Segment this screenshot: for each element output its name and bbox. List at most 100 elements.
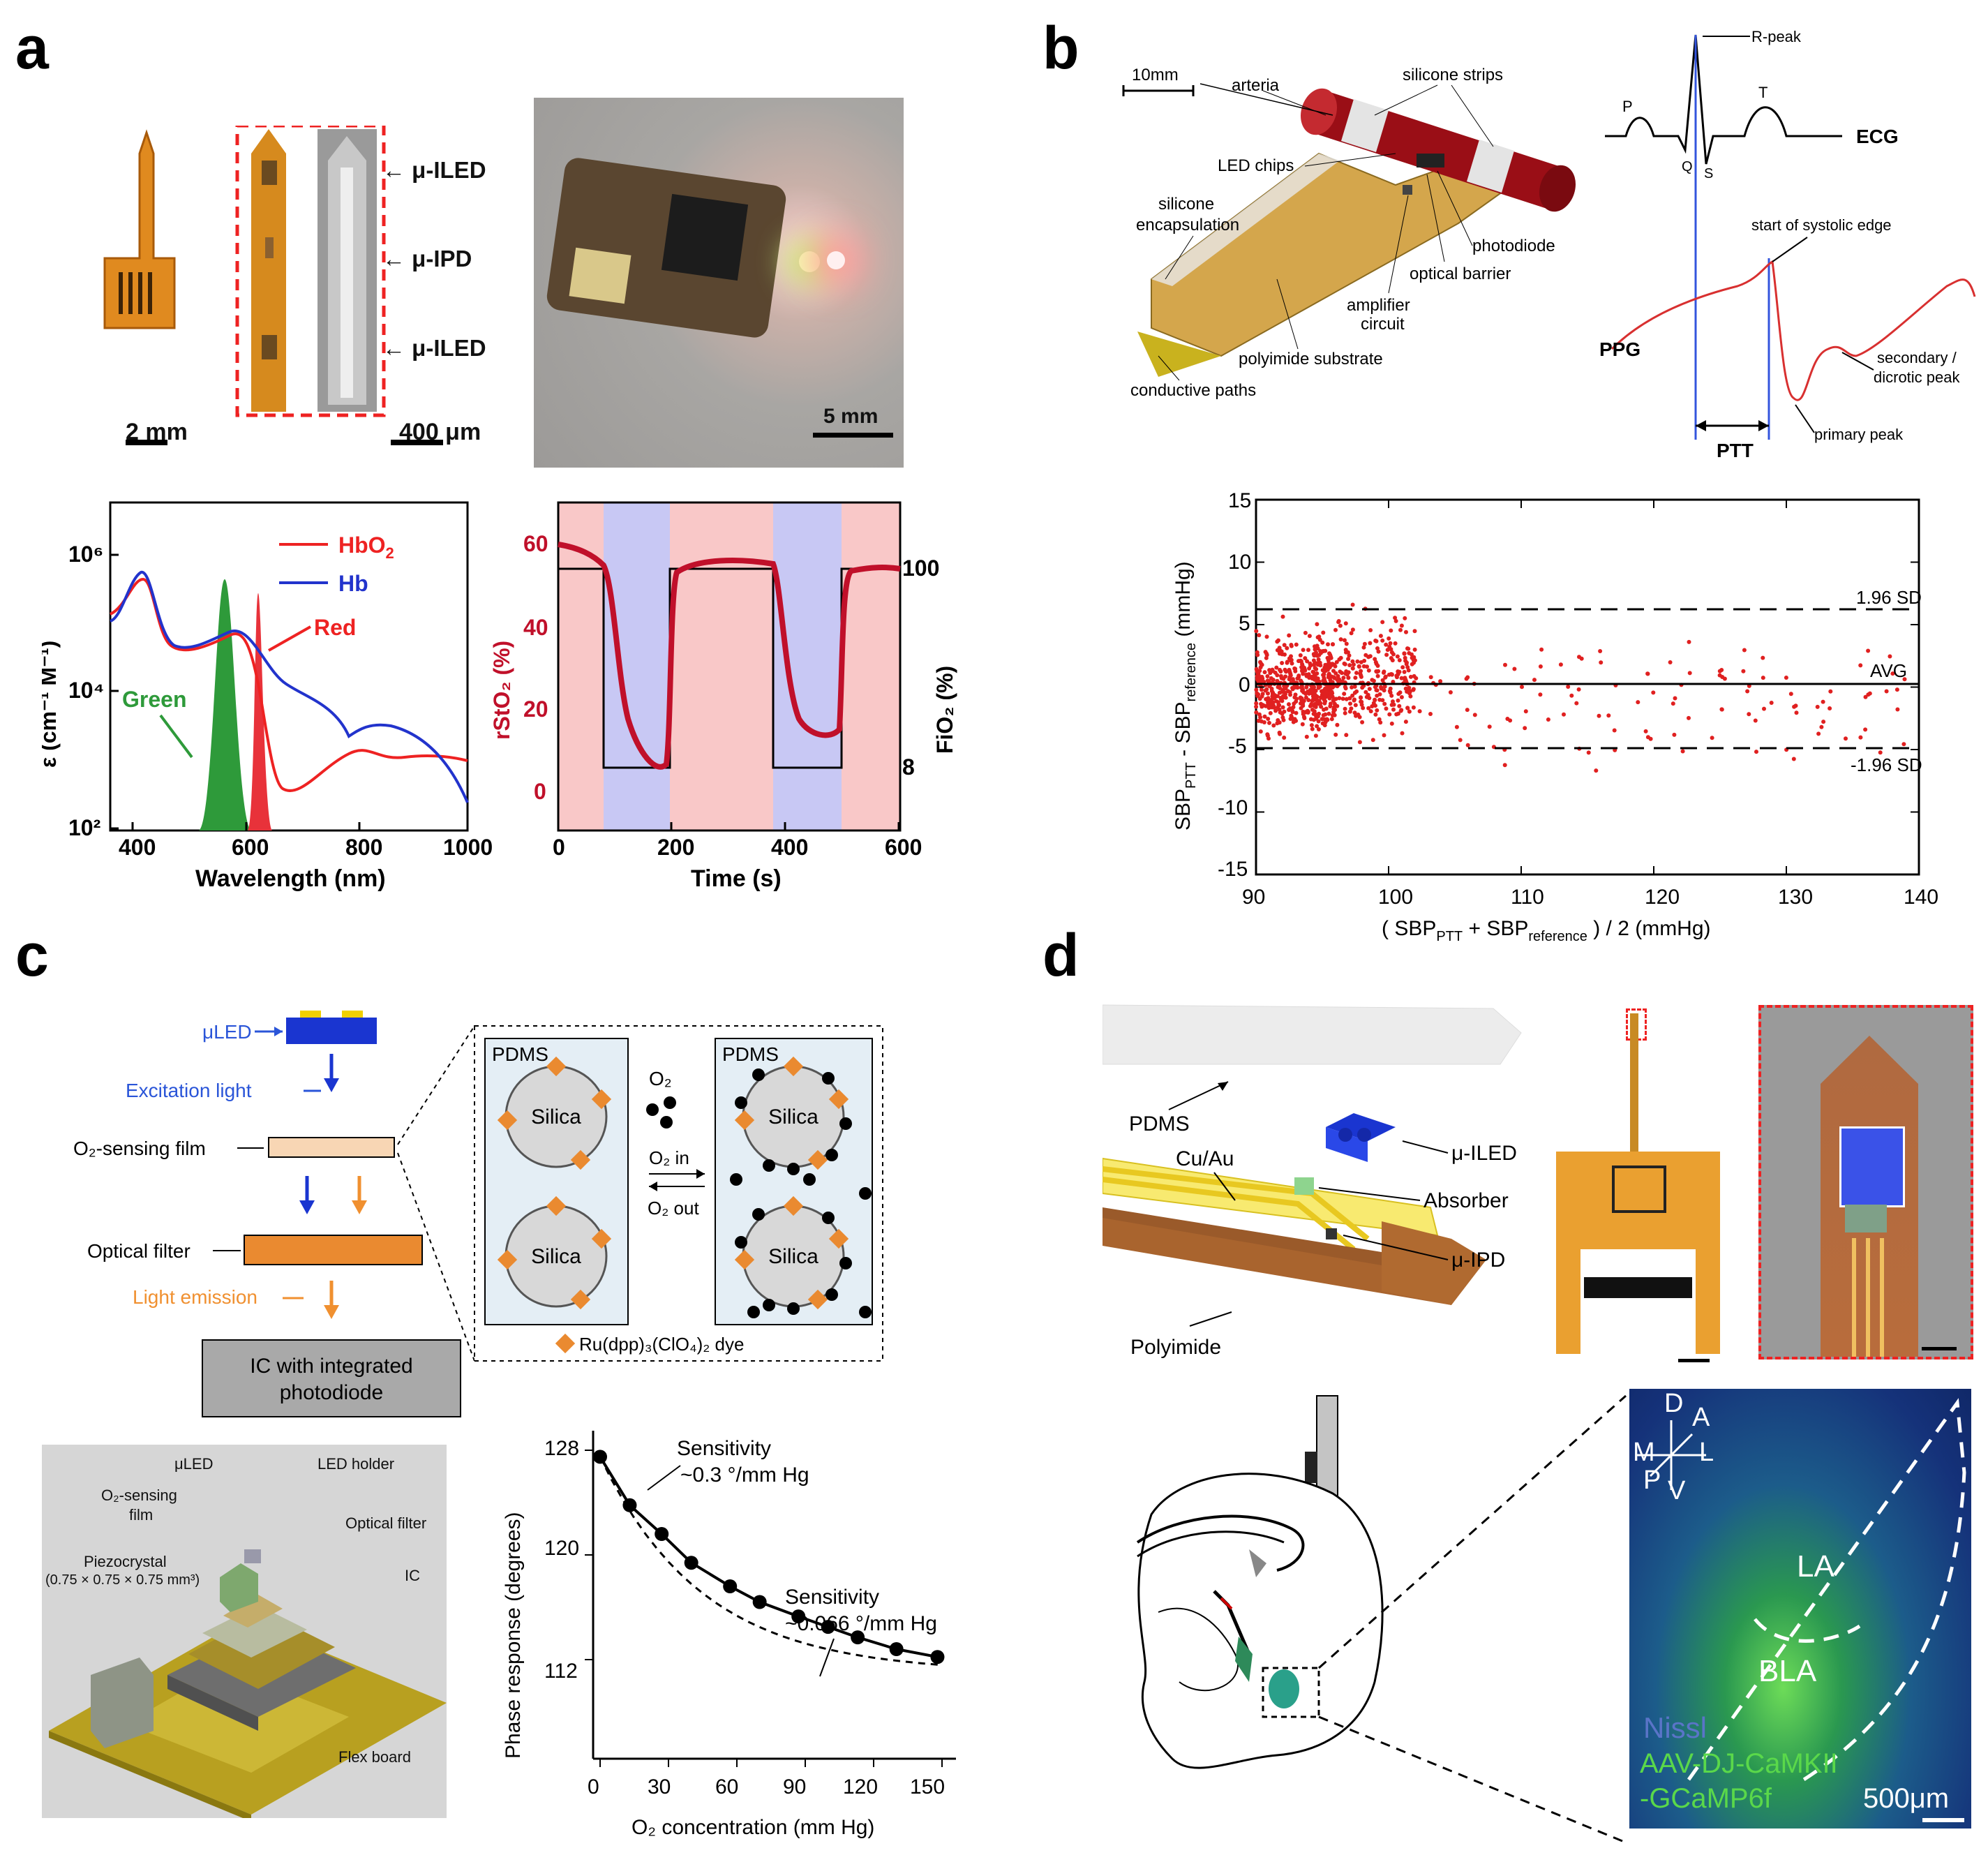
panel-label-a: a — [15, 15, 49, 82]
svg-text:0: 0 — [1239, 673, 1250, 697]
target-region — [1269, 1669, 1299, 1708]
ba-point — [1290, 708, 1295, 713]
ba-point — [1347, 696, 1352, 701]
ba-point — [1754, 750, 1758, 754]
ba-point — [1753, 718, 1758, 723]
dye-marker — [591, 1228, 612, 1249]
ba-point — [1258, 665, 1263, 670]
ba-point — [1348, 701, 1352, 706]
ba-point — [1280, 711, 1285, 716]
ic-photodiode — [202, 1339, 461, 1417]
svg-text:40: 40 — [523, 615, 548, 640]
ba-point — [1381, 670, 1386, 675]
ba-point — [1337, 677, 1342, 682]
ba-point — [1287, 690, 1292, 694]
ba-point — [1866, 692, 1871, 697]
ba-point — [1403, 658, 1408, 663]
ba-point — [1404, 630, 1408, 634]
o2-molecule — [825, 1288, 838, 1301]
ba-point — [1311, 670, 1316, 675]
ba-point — [1331, 642, 1335, 647]
svg-text:Green: Green — [122, 687, 186, 712]
ba-point — [1408, 674, 1413, 679]
ba-point — [1403, 676, 1407, 680]
ba-point — [1335, 722, 1340, 727]
ba-point — [1275, 721, 1280, 726]
silica-label: Silica — [768, 1105, 819, 1129]
ba-point — [1408, 694, 1413, 699]
ba-point — [1301, 709, 1306, 714]
ba-point — [1318, 695, 1323, 700]
ba-point — [1347, 709, 1352, 714]
ba-point — [1317, 634, 1322, 639]
phase-point — [791, 1609, 806, 1624]
ba-point — [1361, 706, 1366, 710]
dye-marker — [783, 1196, 804, 1216]
ba-point — [1380, 620, 1385, 625]
ba-point — [1287, 667, 1292, 672]
ba-point — [1280, 614, 1285, 619]
dye-marker — [807, 1149, 828, 1170]
ba-point — [1317, 684, 1322, 689]
ba-point — [1323, 664, 1328, 669]
svg-text:100: 100 — [1378, 886, 1413, 909]
ba-point — [1333, 732, 1338, 737]
ba-point — [1438, 679, 1443, 684]
svg-text:10mm: 10mm — [1132, 66, 1179, 84]
ba-point — [1329, 717, 1334, 722]
ba-point — [1397, 658, 1402, 662]
ba-point — [1352, 710, 1357, 715]
ba-point — [1363, 653, 1368, 657]
ba-point — [1309, 723, 1314, 728]
ba-point — [1387, 672, 1391, 677]
silica-label: Silica — [531, 1245, 581, 1268]
ba-point — [1393, 618, 1398, 623]
ba-point — [1344, 733, 1349, 738]
ba-point — [1399, 623, 1404, 628]
ba-point — [1328, 704, 1333, 708]
ba-point — [1282, 736, 1287, 740]
ba-point — [1368, 641, 1373, 646]
ba-point — [1340, 679, 1345, 683]
piezocrystal-block — [91, 1658, 154, 1748]
ba-point — [1295, 676, 1300, 681]
ba-point — [1761, 676, 1765, 680]
ba-point — [1373, 685, 1377, 690]
svg-text:10⁴: 10⁴ — [68, 678, 104, 703]
svg-text:1.96 SD: 1.96 SD — [1856, 587, 1922, 608]
ba-point — [1391, 702, 1396, 707]
phase-point — [889, 1642, 904, 1656]
ba-point — [1326, 694, 1331, 699]
ba-point — [1373, 703, 1377, 708]
sensing-flow-diagram: μLED Excitation light O₂-sensing film Op… — [73, 1011, 461, 1417]
ba-point — [1373, 657, 1377, 662]
ba-point — [1643, 729, 1648, 733]
dye-marker — [734, 1110, 755, 1131]
ba-point — [1307, 666, 1312, 671]
ba-point — [1283, 695, 1288, 700]
ba-point — [1278, 696, 1283, 700]
ba-point — [1384, 653, 1389, 657]
ba-point — [1313, 701, 1317, 706]
svg-text:140: 140 — [1904, 886, 1938, 909]
ba-point — [1350, 666, 1355, 671]
o2-molecule — [735, 1096, 747, 1109]
ba-point — [1387, 636, 1391, 641]
ba-point — [1282, 643, 1287, 648]
ba-point — [1337, 696, 1342, 701]
ba-point — [1329, 690, 1334, 695]
ba-point — [1276, 705, 1280, 710]
ba-point — [1290, 685, 1295, 690]
svg-text:1000: 1000 — [443, 835, 493, 860]
ba-point — [1320, 717, 1324, 722]
ba-point — [1562, 712, 1566, 717]
ba-point — [1359, 699, 1363, 704]
ba-point — [1377, 697, 1382, 702]
svg-text:secondary /: secondary / — [1877, 349, 1957, 366]
ba-point — [1347, 663, 1352, 668]
o2-molecule — [839, 1257, 852, 1269]
ba-point — [1277, 730, 1282, 735]
ba-point — [1400, 665, 1405, 670]
svg-text:AVG: AVG — [1870, 660, 1907, 681]
red-led-glow — [827, 251, 845, 269]
